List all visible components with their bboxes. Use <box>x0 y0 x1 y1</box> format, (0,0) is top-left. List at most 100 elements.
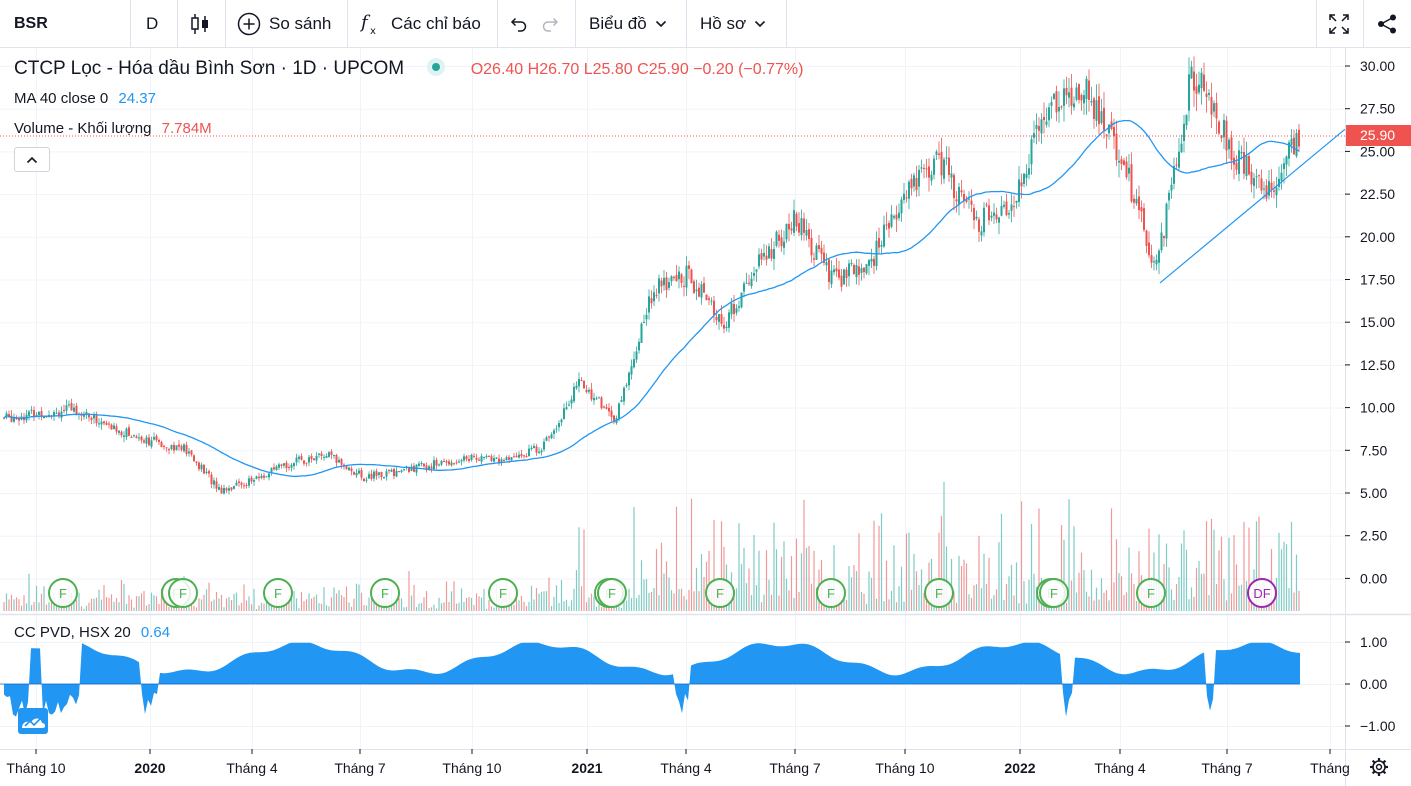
candle-body <box>685 265 688 288</box>
event-marker[interactable]: F <box>263 578 293 608</box>
volume-bar <box>1088 596 1090 611</box>
candle-body <box>75 405 78 416</box>
event-marker[interactable]: F <box>705 578 735 608</box>
volume-bar <box>118 602 120 611</box>
chart-canvas[interactable]: FFFFFFFFFFFFFFDF 30.0027.5025.0022.5020.… <box>0 48 1411 786</box>
event-marker[interactable]: F <box>1039 578 1069 608</box>
event-marker[interactable]: F <box>370 578 400 608</box>
symbol-search[interactable]: BSR <box>14 0 48 47</box>
candle-body <box>578 378 580 387</box>
volume-bar <box>793 597 795 611</box>
collapse-legend-button[interactable] <box>14 147 50 172</box>
undo-button[interactable] <box>508 0 528 47</box>
event-marker[interactable]: F <box>924 578 954 608</box>
candle-body <box>815 245 818 260</box>
candle-body <box>663 277 665 286</box>
event-marker[interactable]: F <box>48 578 78 608</box>
candle-body <box>853 264 855 275</box>
price-tick-label: 27.50 <box>1360 101 1395 117</box>
candle-body <box>130 436 133 438</box>
event-marker[interactable]: F <box>816 578 846 608</box>
candle-body <box>435 459 438 466</box>
candle-body <box>763 252 765 257</box>
volume-bar <box>325 605 328 611</box>
volume-bar <box>423 597 425 611</box>
candle-body <box>530 447 533 450</box>
profile-menu-button[interactable]: Hồ sơ <box>700 0 766 47</box>
candle-body <box>715 316 718 321</box>
interval-button[interactable]: D <box>146 0 158 47</box>
candle-body <box>675 275 678 282</box>
volume-bar <box>400 598 403 611</box>
volume-bar <box>1000 513 1003 611</box>
volume-bar <box>340 595 343 611</box>
logo-icon[interactable] <box>18 708 48 734</box>
candle-body <box>930 174 933 181</box>
candle-body <box>1033 133 1035 138</box>
candle-body <box>1250 171 1253 185</box>
chevron-up-icon <box>26 151 38 169</box>
volume-bar <box>513 604 515 611</box>
candle-body <box>605 407 608 409</box>
event-marker[interactable]: F <box>597 578 627 608</box>
candle-body <box>655 294 658 296</box>
event-marker[interactable]: DF <box>1247 578 1277 608</box>
candle-body <box>1088 80 1090 101</box>
candle-body <box>773 248 775 259</box>
volume-bar <box>753 534 755 611</box>
legend-volume-row[interactable]: Volume - Khối lượng 7.784M <box>14 120 212 137</box>
volume-bar <box>1290 521 1293 611</box>
candle-body <box>938 153 940 155</box>
volume-bar <box>910 589 913 611</box>
oscillator-legend[interactable]: CC PVD, HSX 20 0.64 <box>14 624 170 641</box>
price-axis[interactable]: 30.00 27.50 25.00 22.50 20.00 17.50 15.00 12.50… <box>1345 58 1395 586</box>
candle-body <box>465 456 468 460</box>
candle-body <box>70 403 73 411</box>
volume-bar <box>913 553 915 611</box>
candle-body <box>100 421 103 425</box>
ohlc-high: 26.70 <box>539 61 580 78</box>
event-marker[interactable]: F <box>1136 578 1166 608</box>
candle-body <box>620 399 623 402</box>
candle-body <box>803 218 805 233</box>
candle-body <box>1073 103 1075 108</box>
trend-line[interactable] <box>1159 128 1346 284</box>
volume-bar <box>13 599 15 611</box>
candle-body <box>170 445 173 450</box>
volume-bar <box>220 594 223 611</box>
volume-bar <box>1138 551 1140 611</box>
volume-bar <box>653 588 655 611</box>
share-button[interactable] <box>1376 0 1398 47</box>
volume-bar <box>748 568 750 611</box>
compare-button[interactable]: So sánh <box>237 0 331 47</box>
settings-gear-icon[interactable] <box>1370 758 1388 776</box>
volume-bar <box>1258 516 1260 611</box>
chart-menu-button[interactable]: Biểu đồ <box>589 0 667 47</box>
volume-bar <box>758 550 760 611</box>
chart-style-button[interactable] <box>190 0 210 47</box>
candle-body <box>1070 87 1073 106</box>
volume-bar <box>740 564 743 611</box>
time-axis[interactable]: Tháng 10 2020 Tháng 4 Tháng 7 Tháng 10 2021 Th… <box>6 749 1350 776</box>
legend-ma-row[interactable]: MA 40 close 0 24.37 <box>14 90 156 107</box>
fullscreen-button[interactable] <box>1327 0 1351 47</box>
candle-body <box>705 294 708 301</box>
candle-body <box>440 460 443 465</box>
candle-body <box>303 460 305 464</box>
volume-bar <box>648 592 650 611</box>
candle-body <box>320 453 323 456</box>
candle-body <box>1040 119 1043 134</box>
candle-body <box>623 387 625 402</box>
ohlc-low-label: L <box>583 61 593 78</box>
volume-bar <box>938 532 940 611</box>
event-marker-ring <box>488 578 518 608</box>
event-marker[interactable]: F <box>168 578 198 608</box>
volume-bar <box>1093 600 1095 611</box>
candle-body <box>1265 185 1268 199</box>
redo-button[interactable] <box>541 0 561 47</box>
volume-bar <box>430 607 433 611</box>
event-marker[interactable]: F <box>488 578 518 608</box>
candle-body <box>1050 102 1053 106</box>
indicators-label: Các chỉ báo <box>391 13 481 33</box>
